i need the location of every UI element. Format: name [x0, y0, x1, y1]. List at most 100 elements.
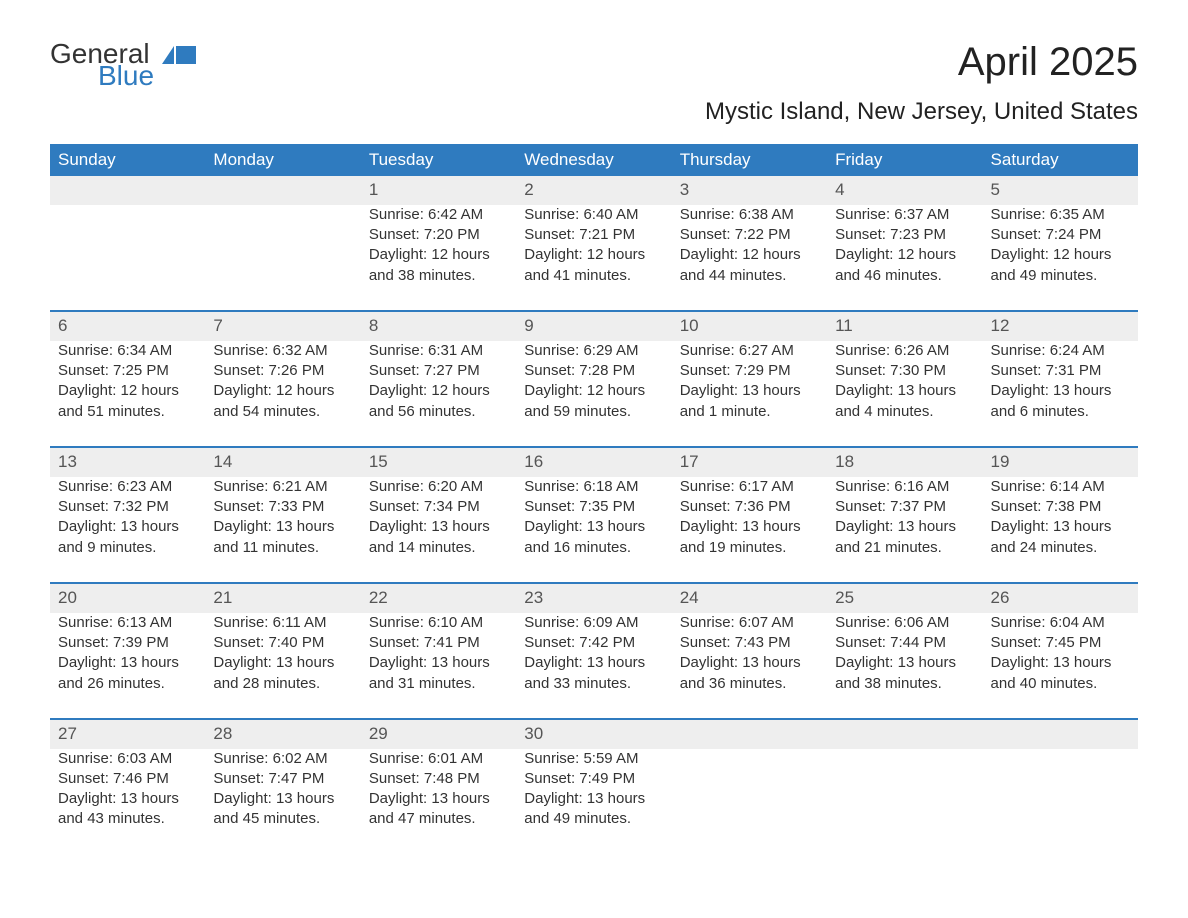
daylight-text: and 47 minutes.	[369, 809, 508, 829]
daylight-text: and 14 minutes.	[369, 538, 508, 558]
sunset-text: Sunset: 7:39 PM	[58, 633, 197, 653]
logo-word-blue: Blue	[98, 62, 154, 90]
daylight-text: and 28 minutes.	[213, 674, 352, 694]
daylight-text: and 49 minutes.	[991, 266, 1130, 286]
sunrise-text: Sunrise: 6:16 AM	[835, 477, 974, 497]
sunrise-text: Sunrise: 6:37 AM	[835, 205, 974, 225]
day-detail-cell: Sunrise: 6:17 AMSunset: 7:36 PMDaylight:…	[672, 477, 827, 583]
day-detail-cell: Sunrise: 6:26 AMSunset: 7:30 PMDaylight:…	[827, 341, 982, 447]
day-number-cell: 9	[516, 311, 671, 341]
sunrise-text: Sunrise: 5:59 AM	[524, 749, 663, 769]
detail-row: Sunrise: 6:13 AMSunset: 7:39 PMDaylight:…	[50, 613, 1138, 719]
detail-row: Sunrise: 6:23 AMSunset: 7:32 PMDaylight:…	[50, 477, 1138, 583]
sunset-text: Sunset: 7:42 PM	[524, 633, 663, 653]
daylight-text: Daylight: 12 hours	[58, 381, 197, 401]
day-detail-cell: Sunrise: 6:42 AMSunset: 7:20 PMDaylight:…	[361, 205, 516, 311]
sunrise-text: Sunrise: 6:29 AM	[524, 341, 663, 361]
sunset-text: Sunset: 7:38 PM	[991, 497, 1130, 517]
page-title: April 2025	[958, 40, 1138, 85]
sunset-text: Sunset: 7:44 PM	[835, 633, 974, 653]
sunrise-text: Sunrise: 6:01 AM	[369, 749, 508, 769]
daynum-row: 13141516171819	[50, 447, 1138, 477]
day-number-cell: 15	[361, 447, 516, 477]
sunset-text: Sunset: 7:43 PM	[680, 633, 819, 653]
day-number-cell	[50, 176, 205, 205]
sunrise-text: Sunrise: 6:14 AM	[991, 477, 1130, 497]
day-number-cell: 5	[983, 176, 1138, 205]
daylight-text: and 26 minutes.	[58, 674, 197, 694]
sunrise-text: Sunrise: 6:18 AM	[524, 477, 663, 497]
daylight-text: and 9 minutes.	[58, 538, 197, 558]
day-number-cell	[672, 719, 827, 749]
daylight-text: Daylight: 13 hours	[58, 653, 197, 673]
sunrise-text: Sunrise: 6:11 AM	[213, 613, 352, 633]
day-number-cell: 20	[50, 583, 205, 613]
daylight-text: and 56 minutes.	[369, 402, 508, 422]
day-number-cell: 17	[672, 447, 827, 477]
daylight-text: and 43 minutes.	[58, 809, 197, 829]
daylight-text: Daylight: 13 hours	[213, 653, 352, 673]
day-detail-cell: Sunrise: 6:04 AMSunset: 7:45 PMDaylight:…	[983, 613, 1138, 719]
day-detail-cell: Sunrise: 6:32 AMSunset: 7:26 PMDaylight:…	[205, 341, 360, 447]
calendar-table: Sunday Monday Tuesday Wednesday Thursday…	[50, 144, 1138, 854]
sunset-text: Sunset: 7:47 PM	[213, 769, 352, 789]
detail-row: Sunrise: 6:42 AMSunset: 7:20 PMDaylight:…	[50, 205, 1138, 311]
day-header: Sunday	[50, 144, 205, 176]
day-number-cell: 4	[827, 176, 982, 205]
day-detail-cell: Sunrise: 6:37 AMSunset: 7:23 PMDaylight:…	[827, 205, 982, 311]
day-detail-cell: Sunrise: 6:31 AMSunset: 7:27 PMDaylight:…	[361, 341, 516, 447]
day-header: Thursday	[672, 144, 827, 176]
sunrise-text: Sunrise: 6:06 AM	[835, 613, 974, 633]
daylight-text: Daylight: 13 hours	[58, 789, 197, 809]
daylight-text: and 44 minutes.	[680, 266, 819, 286]
sunrise-text: Sunrise: 6:24 AM	[991, 341, 1130, 361]
day-detail-cell: Sunrise: 6:35 AMSunset: 7:24 PMDaylight:…	[983, 205, 1138, 311]
daylight-text: and 40 minutes.	[991, 674, 1130, 694]
sunset-text: Sunset: 7:25 PM	[58, 361, 197, 381]
day-detail-cell	[827, 749, 982, 854]
day-number-cell: 19	[983, 447, 1138, 477]
daylight-text: Daylight: 12 hours	[680, 245, 819, 265]
day-detail-cell: Sunrise: 6:14 AMSunset: 7:38 PMDaylight:…	[983, 477, 1138, 583]
detail-row: Sunrise: 6:34 AMSunset: 7:25 PMDaylight:…	[50, 341, 1138, 447]
sunrise-text: Sunrise: 6:13 AM	[58, 613, 197, 633]
logo-text: General Blue	[50, 40, 154, 90]
day-number-cell: 24	[672, 583, 827, 613]
sunrise-text: Sunrise: 6:04 AM	[991, 613, 1130, 633]
day-detail-cell: Sunrise: 6:03 AMSunset: 7:46 PMDaylight:…	[50, 749, 205, 854]
day-detail-cell: Sunrise: 6:21 AMSunset: 7:33 PMDaylight:…	[205, 477, 360, 583]
daylight-text: and 33 minutes.	[524, 674, 663, 694]
sunset-text: Sunset: 7:23 PM	[835, 225, 974, 245]
sunset-text: Sunset: 7:33 PM	[213, 497, 352, 517]
daylight-text: Daylight: 12 hours	[835, 245, 974, 265]
sunrise-text: Sunrise: 6:21 AM	[213, 477, 352, 497]
day-detail-cell: Sunrise: 6:29 AMSunset: 7:28 PMDaylight:…	[516, 341, 671, 447]
day-number-cell: 13	[50, 447, 205, 477]
daylight-text: Daylight: 13 hours	[835, 653, 974, 673]
day-detail-cell: Sunrise: 6:38 AMSunset: 7:22 PMDaylight:…	[672, 205, 827, 311]
sunset-text: Sunset: 7:49 PM	[524, 769, 663, 789]
day-detail-cell: Sunrise: 6:09 AMSunset: 7:42 PMDaylight:…	[516, 613, 671, 719]
sunrise-text: Sunrise: 6:02 AM	[213, 749, 352, 769]
sunset-text: Sunset: 7:40 PM	[213, 633, 352, 653]
daylight-text: and 21 minutes.	[835, 538, 974, 558]
day-number-cell: 7	[205, 311, 360, 341]
sunset-text: Sunset: 7:21 PM	[524, 225, 663, 245]
daylight-text: Daylight: 13 hours	[991, 381, 1130, 401]
daynum-row: 27282930	[50, 719, 1138, 749]
sunrise-text: Sunrise: 6:23 AM	[58, 477, 197, 497]
daylight-text: Daylight: 12 hours	[991, 245, 1130, 265]
day-number-cell	[205, 176, 360, 205]
daylight-text: and 16 minutes.	[524, 538, 663, 558]
sunset-text: Sunset: 7:36 PM	[680, 497, 819, 517]
logo: General Blue	[50, 40, 196, 90]
daylight-text: Daylight: 13 hours	[991, 517, 1130, 537]
daylight-text: Daylight: 13 hours	[524, 653, 663, 673]
day-number-cell: 22	[361, 583, 516, 613]
day-detail-cell: Sunrise: 6:07 AMSunset: 7:43 PMDaylight:…	[672, 613, 827, 719]
daylight-text: Daylight: 13 hours	[835, 517, 974, 537]
day-detail-cell	[50, 205, 205, 311]
daylight-text: and 31 minutes.	[369, 674, 508, 694]
day-number-cell: 14	[205, 447, 360, 477]
daylight-text: and 6 minutes.	[991, 402, 1130, 422]
